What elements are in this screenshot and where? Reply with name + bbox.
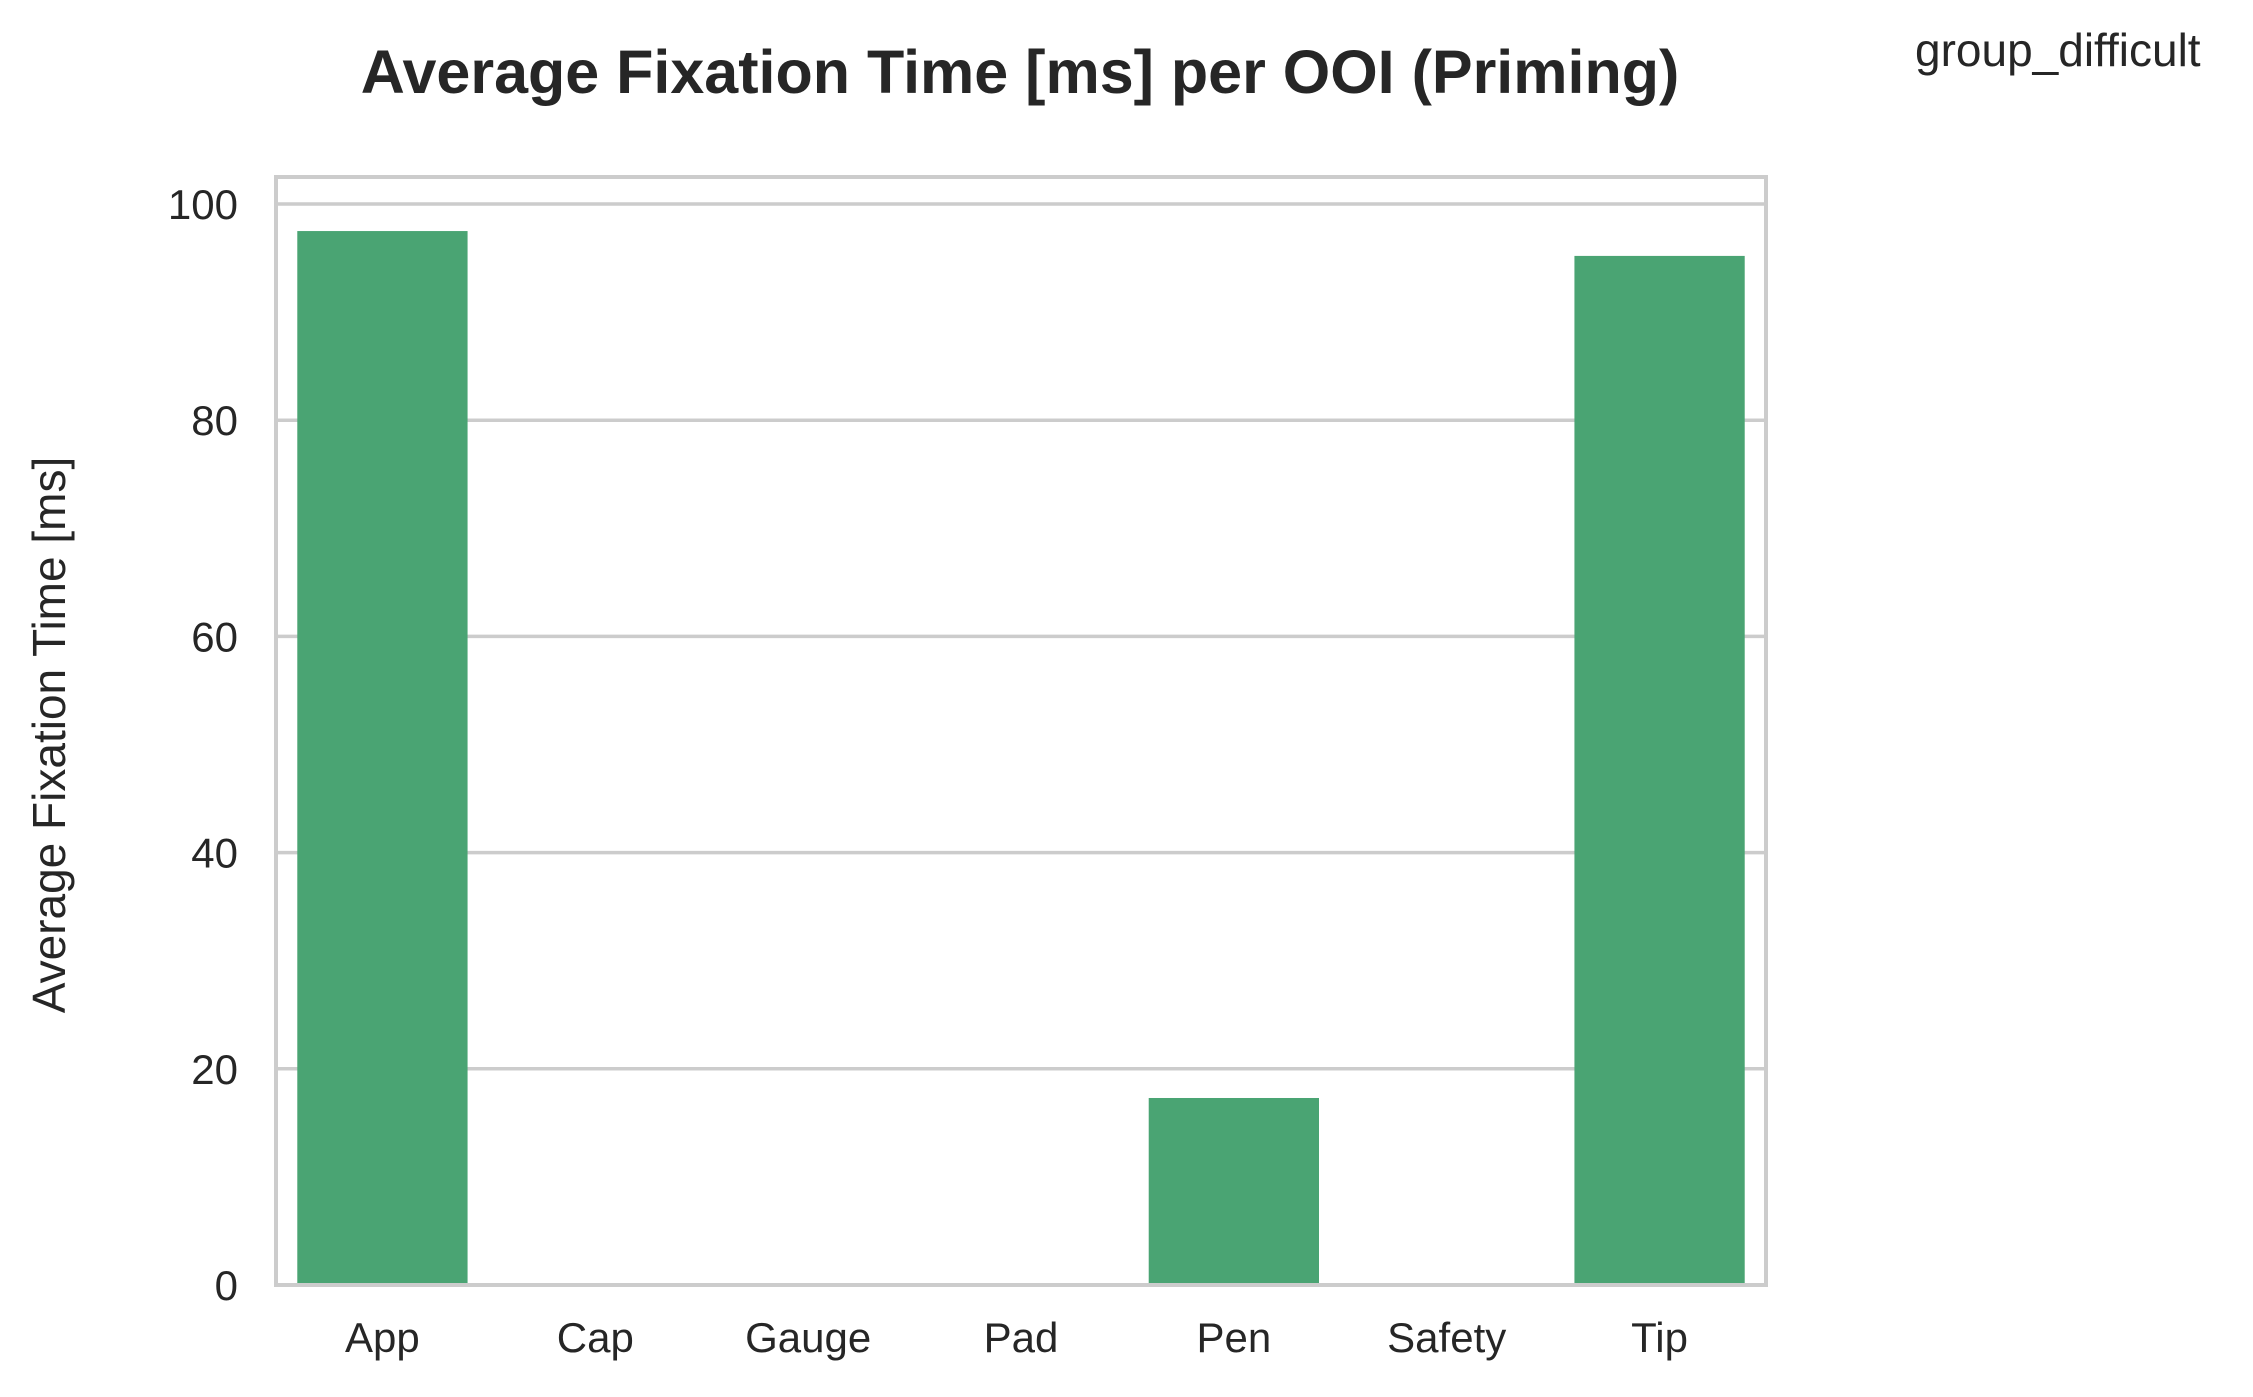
bar-tip [1574,255,1745,1285]
x-tick-label: App [345,1314,420,1361]
y-tick-label: 60 [191,613,238,660]
x-tick-label: Pen [1196,1314,1271,1361]
grid-lines [276,202,1766,1071]
x-tick-label: Safety [1387,1314,1506,1361]
legend-label: group_difficult [1915,24,2201,76]
y-tick-label: 80 [191,397,238,444]
x-tick-label: Pad [984,1314,1059,1361]
y-tick-label: 20 [191,1046,238,1093]
y-tick-label: 100 [168,181,238,228]
y-axis-label: Average Fixation Time [ms] [23,457,75,1013]
bar-pen [1148,1097,1319,1285]
y-tick-label: 0 [215,1262,238,1309]
bars [297,231,1745,1285]
x-tick-label: Gauge [745,1314,871,1361]
y-tick-labels: 0 20 40 60 80 100 [168,181,238,1309]
chart-title: Average Fixation Time [ms] per OOI (Prim… [361,38,1680,106]
x-tick-label: Cap [557,1314,634,1361]
plot-frame [274,175,1768,1287]
y-tick-label: 40 [191,830,238,877]
x-tick-label: Tip [1631,1314,1688,1361]
bar-app [297,231,468,1285]
x-tick-labels: App Cap Gauge Pad Pen Safety Tip [345,1314,1688,1361]
